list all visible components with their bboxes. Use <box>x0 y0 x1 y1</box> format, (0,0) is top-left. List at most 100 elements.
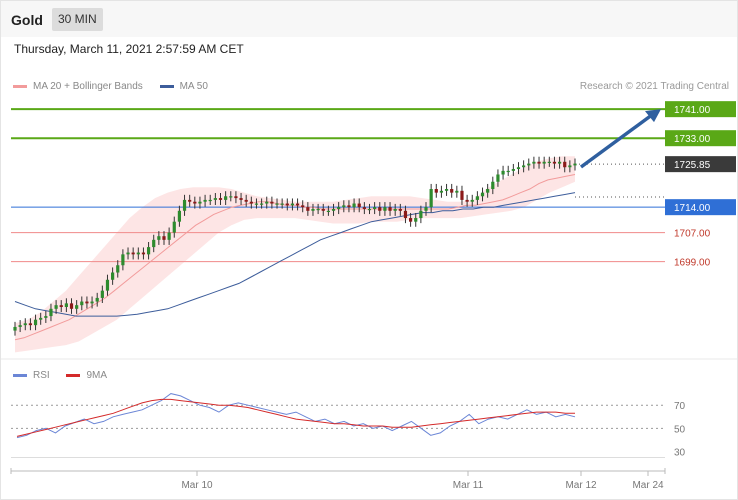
ma50-line <box>14 192 576 317</box>
candle-body <box>182 199 187 211</box>
level-tag-1725.85 <box>665 156 736 173</box>
candle-body <box>398 208 402 211</box>
candle-body <box>511 169 515 171</box>
candle-body <box>95 297 99 302</box>
level-label-1699.00: 1699.00 <box>674 258 711 269</box>
candle-body <box>301 205 305 208</box>
legend-item-rsi: RSI <box>13 370 50 381</box>
candle-body <box>80 301 84 306</box>
candle-body <box>362 207 366 209</box>
candle-body <box>326 210 330 212</box>
candle-body <box>162 236 166 240</box>
candle-body <box>378 207 382 211</box>
candle-body <box>547 161 551 163</box>
candle-body <box>414 218 418 222</box>
legend-item-ma20: MA 20 + Bollinger Bands <box>13 81 143 92</box>
candle-body <box>290 203 295 206</box>
rsi-line <box>16 393 576 439</box>
candle-body <box>285 203 289 206</box>
level-label-1707.00: 1707.00 <box>674 229 711 240</box>
candle-body <box>116 265 120 273</box>
candles <box>13 156 577 336</box>
candle-body <box>516 167 521 170</box>
instrument-title: Gold <box>11 12 43 28</box>
candle-body <box>244 199 248 202</box>
candle-body <box>429 189 433 208</box>
candle-body <box>557 161 562 164</box>
candle-body <box>475 196 479 200</box>
candle-body <box>100 290 104 298</box>
candle-body <box>157 236 161 240</box>
legend-label-rsi: RSI <box>33 370 50 381</box>
candle-body <box>470 199 474 202</box>
candle-body <box>496 174 500 182</box>
candle-body <box>136 252 140 255</box>
legend-label-ma20: MA 20 + Bollinger Bands <box>33 81 143 92</box>
legend-swatch-ma50 <box>159 84 174 88</box>
candle-body <box>486 189 490 193</box>
candle-body <box>419 210 423 219</box>
candle-body <box>260 203 264 205</box>
candle-body <box>49 308 53 317</box>
candle-body <box>450 189 454 193</box>
candle-body <box>434 189 438 193</box>
x-tick-label: Mar 10 <box>181 480 213 491</box>
rsi-9ma-line <box>16 398 575 437</box>
candle-body <box>321 208 325 211</box>
candle-body <box>295 203 300 206</box>
candle-body <box>383 207 387 211</box>
forecast-arrow-shaft <box>579 112 655 169</box>
level-label-1741.00: 1741.00 <box>674 105 711 116</box>
legend-item-9ma: 9MA <box>66 370 107 381</box>
rsi-tick-30: 30 <box>674 447 686 458</box>
candle-body <box>64 303 68 307</box>
legend-swatch-9ma <box>66 373 81 377</box>
candle-body <box>393 208 397 211</box>
candle-body <box>270 201 274 204</box>
candle-body <box>141 252 146 255</box>
candle-body <box>537 161 541 164</box>
forecast-arrow-head <box>645 109 661 123</box>
candle-body <box>203 199 207 202</box>
candle-body <box>306 207 310 211</box>
candle-body <box>542 161 546 164</box>
candle-body <box>44 316 48 318</box>
candle-body <box>229 196 233 198</box>
legend-item-ma50: MA 50 <box>159 81 208 92</box>
chart-legend: MA 20 + Bollinger Bands MA 50 <box>13 81 222 92</box>
candle-body <box>234 196 238 199</box>
rsi-legend: RSI 9MA <box>13 370 121 381</box>
candle-body <box>111 272 115 280</box>
x-tick-label: Mar 24 <box>632 480 664 491</box>
candle-body <box>342 205 346 208</box>
candle-body <box>424 207 428 211</box>
candle-body <box>532 161 536 164</box>
candle-body <box>188 199 192 202</box>
candle-body <box>265 201 269 204</box>
candle-body <box>13 326 17 331</box>
candle-body <box>85 301 89 304</box>
candle-body <box>59 305 63 307</box>
candle-body <box>69 303 74 309</box>
candle-body <box>177 210 182 222</box>
candle-body <box>552 161 557 164</box>
rsi-tick-70: 70 <box>674 401 686 412</box>
candle-body <box>465 199 469 202</box>
candle-body <box>249 201 253 204</box>
candle-body <box>54 305 58 309</box>
candle-body <box>90 301 94 304</box>
x-tick-label: Mar 12 <box>565 480 597 491</box>
legend-label-9ma: 9MA <box>86 370 108 381</box>
candle-body <box>146 247 151 255</box>
candle-body <box>527 163 531 166</box>
candle-body <box>121 254 125 266</box>
candle-body <box>213 198 217 200</box>
ma20-line <box>14 174 576 341</box>
header-bar: Gold 30 MIN <box>1 1 737 37</box>
timeframe-button[interactable]: 30 MIN <box>52 8 103 31</box>
candle-body <box>352 203 356 208</box>
candle-body <box>75 305 79 309</box>
candle-body <box>568 165 572 168</box>
